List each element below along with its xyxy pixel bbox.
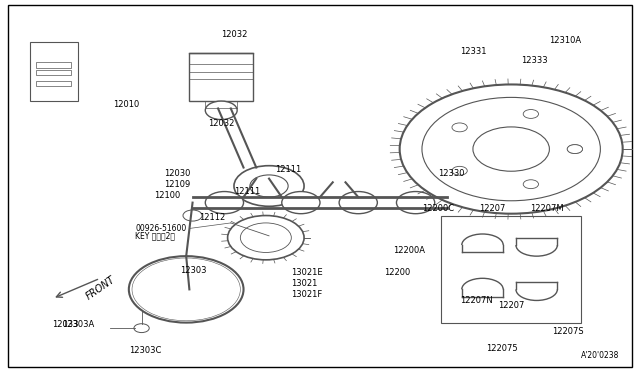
Text: 12100: 12100 (154, 191, 180, 200)
Text: 12331: 12331 (460, 47, 486, 56)
Circle shape (167, 278, 205, 301)
Bar (30, 42, 78, 101)
Circle shape (422, 97, 600, 201)
Circle shape (241, 223, 291, 253)
Text: 12112: 12112 (199, 213, 225, 222)
Circle shape (132, 258, 241, 321)
Circle shape (339, 192, 378, 214)
Circle shape (138, 262, 234, 317)
Circle shape (567, 145, 582, 154)
Bar (36, 62, 72, 68)
Text: 12200C: 12200C (422, 203, 454, 213)
Circle shape (250, 175, 288, 197)
Text: 12207S: 12207S (552, 327, 584, 336)
Text: 12200: 12200 (384, 268, 410, 277)
Circle shape (129, 256, 244, 323)
Text: 12032: 12032 (221, 30, 248, 39)
Text: 12207: 12207 (499, 301, 525, 311)
Circle shape (452, 123, 467, 132)
Text: 12111: 12111 (234, 187, 260, 196)
Text: 12303: 12303 (180, 266, 206, 275)
Circle shape (151, 269, 221, 310)
Text: 12010: 12010 (113, 100, 139, 109)
Circle shape (145, 265, 228, 313)
Bar (36, 70, 72, 75)
Text: FRONT: FRONT (84, 274, 117, 301)
Text: 122075: 122075 (486, 344, 517, 353)
Text: 12207: 12207 (479, 203, 506, 213)
Text: 12200A: 12200A (394, 246, 426, 255)
Circle shape (134, 324, 149, 333)
Circle shape (205, 101, 237, 119)
Circle shape (399, 84, 623, 214)
Text: 13021F: 13021F (291, 291, 323, 299)
Circle shape (567, 145, 582, 154)
Text: 12330: 12330 (438, 169, 465, 177)
Circle shape (205, 192, 244, 214)
Text: 12109: 12109 (164, 180, 190, 189)
Text: 12333: 12333 (521, 56, 547, 65)
Bar (441, 215, 581, 323)
Text: 12207N: 12207N (460, 296, 493, 305)
Text: 12030: 12030 (164, 169, 190, 177)
Text: 12032: 12032 (209, 119, 235, 128)
Text: 13021E: 13021E (291, 268, 323, 277)
Circle shape (228, 215, 304, 260)
Circle shape (396, 192, 435, 214)
Text: 13021: 13021 (291, 279, 317, 288)
Circle shape (524, 109, 538, 118)
Circle shape (452, 166, 467, 175)
Text: A'20'0238: A'20'0238 (581, 351, 620, 360)
Circle shape (282, 192, 320, 214)
Text: 12111: 12111 (275, 165, 301, 174)
Circle shape (524, 180, 538, 189)
Text: 12303C: 12303C (129, 346, 161, 355)
Text: KEY キー（2）: KEY キー（2） (135, 231, 175, 240)
Text: 12310A: 12310A (549, 36, 582, 45)
Text: 12303A: 12303A (62, 320, 94, 329)
Text: 12207M: 12207M (531, 203, 564, 213)
Text: 00926-51600: 00926-51600 (135, 224, 186, 233)
Circle shape (473, 127, 549, 171)
Circle shape (234, 166, 304, 206)
Circle shape (183, 210, 202, 221)
Bar (189, 53, 253, 101)
Bar (36, 81, 72, 86)
Text: 12033: 12033 (52, 320, 79, 329)
